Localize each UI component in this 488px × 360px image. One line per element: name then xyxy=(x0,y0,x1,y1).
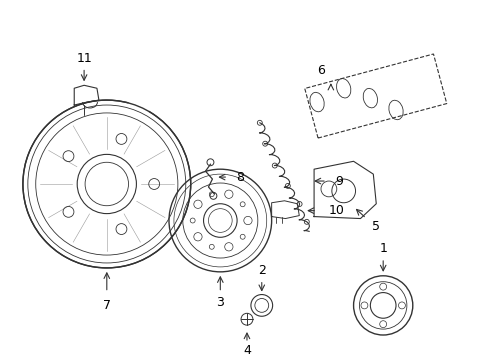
Bar xyxy=(304,54,446,138)
Text: 3: 3 xyxy=(216,296,224,309)
Text: 8: 8 xyxy=(236,171,244,184)
Text: 6: 6 xyxy=(316,64,324,77)
Text: 1: 1 xyxy=(379,242,386,255)
Text: 5: 5 xyxy=(371,220,380,233)
Text: 4: 4 xyxy=(243,344,250,357)
Text: 9: 9 xyxy=(334,175,342,188)
Text: 7: 7 xyxy=(102,299,111,312)
Text: 11: 11 xyxy=(76,52,92,65)
Text: 10: 10 xyxy=(328,204,344,217)
Text: 2: 2 xyxy=(257,264,265,277)
